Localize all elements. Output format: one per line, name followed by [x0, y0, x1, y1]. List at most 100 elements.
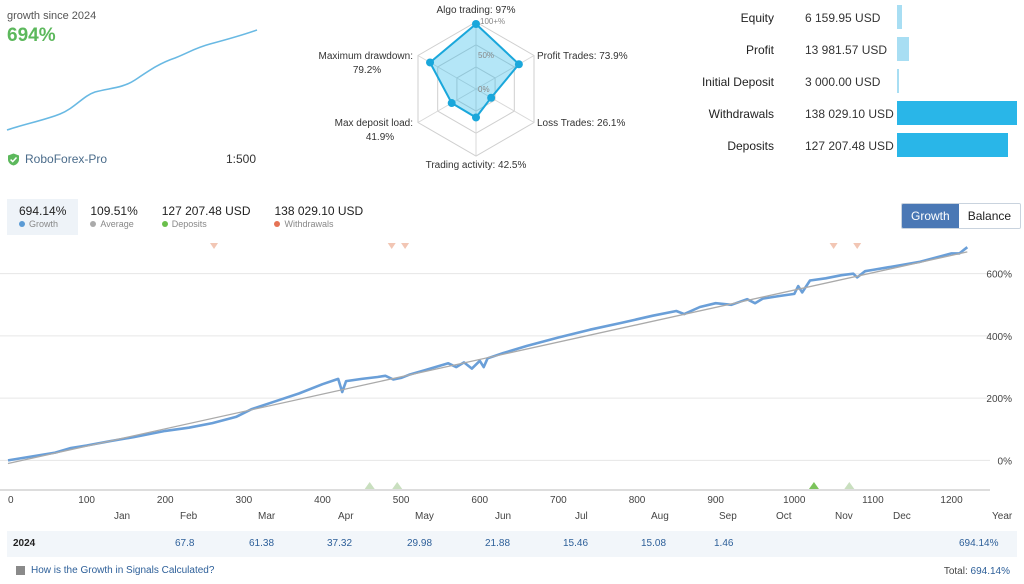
month-value[interactable]: 61.38 [249, 538, 275, 549]
radar-point-3 [472, 113, 480, 122]
broker-link[interactable]: RoboForex-Pro [7, 152, 107, 166]
legend-withdrawals[interactable]: 138 029.10 USD Withdrawals [262, 199, 375, 235]
x-tick-label: 900 [707, 495, 724, 506]
radar-label-algo: Algo trading: 97% [437, 5, 516, 16]
verified-check-icon [8, 153, 19, 165]
equity-bar [897, 5, 902, 29]
legend-withdrawals-label: Withdrawals [284, 219, 334, 229]
month-label: Jan [114, 511, 131, 522]
growth-tab[interactable]: Growth [902, 204, 959, 228]
month-value[interactable]: 29.98 [407, 538, 433, 549]
legend-deposits[interactable]: 127 207.48 USD Deposits [150, 199, 263, 235]
profit-label: Profit [745, 43, 774, 57]
growth-calc-link[interactable]: How is the Growth in Signals Calculated? [16, 565, 214, 576]
month-label: Mar [258, 511, 276, 522]
x-tick-label: 1100 [862, 495, 884, 506]
month-value[interactable]: 15.46 [563, 538, 589, 549]
x-tick-label: 500 [393, 495, 410, 506]
deposits-value: 127 207.48 USD [805, 139, 894, 153]
radar-point-5 [426, 58, 435, 67]
series-line-average [7, 251, 968, 465]
radar-label-drawdown: Maximum drawdown: [319, 51, 413, 62]
initial-deposit-label: Initial Deposit [701, 75, 774, 89]
withdrawal-marker-1 [387, 243, 396, 249]
legend-growth-label: Growth [29, 219, 59, 229]
radar-spoke-2 [475, 88, 535, 123]
x-tick-label: 1000 [783, 495, 806, 506]
legend-average-value: 109.51% [90, 204, 138, 218]
x-tick-label: 1200 [940, 495, 963, 506]
withdrawals-bar [897, 101, 1017, 125]
legend-withdrawals-value: 138 029.10 USD [274, 204, 364, 218]
growth-chart: 0% 200% 400% 600% 0 100 200 300 400 500 600 700 800 9… [0, 243, 1012, 506]
legend-average-dot [90, 221, 97, 227]
month-label: Year [992, 511, 1013, 522]
month-value[interactable]: 37.32 [327, 538, 353, 549]
legend-average[interactable]: 109.51% Average [78, 199, 149, 235]
month-value[interactable]: 694.14% [959, 538, 999, 549]
total-value: 694.14% [970, 566, 1010, 577]
legend-deposits-value: 127 207.48 USD [161, 204, 251, 218]
radar-value-drawdown: 79.2% [353, 65, 381, 76]
x-tick-label: 400 [314, 495, 331, 506]
radar-label-deposit-load: Max deposit load: [335, 118, 413, 129]
month-value[interactable]: 1.46 [714, 538, 734, 549]
account-summary: Equity 6 159.95 USD Profit 13 981.57 USD… [690, 0, 1024, 170]
profit-bar [897, 37, 909, 61]
account-row-deposits: Deposits 127 207.48 USD [690, 129, 1024, 161]
x-tick-label: 300 [236, 495, 253, 506]
withdrawals-label: Withdrawals [708, 107, 774, 121]
year-row-2024: 2024 67.8 61.38 37.32 29.98 21.88 15.46 15.08 1… [7, 531, 1017, 557]
y-tick-label: 400% [986, 332, 1012, 343]
month-label: Dec [893, 511, 911, 522]
legend-deposits-label: Deposits [171, 219, 207, 229]
month-label: Aug [651, 511, 669, 522]
deposit-marker-1 [392, 482, 403, 489]
mini-growth-chart [6, 29, 258, 131]
legend-deposits-dot [161, 221, 168, 227]
deposits-label: Deposits [727, 139, 774, 153]
radar-label-loss-trades: Loss Trades: 26.1% [537, 118, 625, 129]
radar-points [426, 20, 523, 122]
radar-point-1 [514, 60, 523, 69]
month-label: Nov [835, 511, 853, 522]
month-value[interactable]: 15.08 [641, 538, 667, 549]
month-value[interactable]: 67.8 [175, 538, 195, 549]
equity-value: 6 159.95 USD [805, 11, 881, 25]
x-tick-label: 200 [157, 495, 174, 506]
x-tick-label: 600 [471, 495, 488, 506]
radar-label-profit-trades: Profit Trades: 73.9% [537, 51, 628, 62]
x-tick-label: 700 [550, 495, 567, 506]
radar-ring-label-50: 50% [478, 51, 494, 60]
radar-spoke-1 [475, 55, 535, 90]
series-line-growth [7, 246, 969, 462]
account-row-initial-deposit: Initial Deposit 3 000.00 USD [690, 65, 1024, 97]
month-label: Jul [575, 511, 588, 522]
footer-total: Total: 694.14% [944, 566, 1010, 577]
withdrawal-marker-0 [210, 243, 219, 249]
radar-polygon [428, 22, 521, 119]
y-tick-label: 600% [986, 270, 1012, 281]
radar-spoke-4 [417, 88, 477, 123]
radar-ring-label-100: 100+% [480, 17, 505, 26]
withdrawal-marker-3 [829, 243, 838, 249]
withdrawal-marker-2 [401, 243, 410, 249]
x-tick-label: 0 [8, 495, 14, 506]
month-label: Jun [495, 511, 512, 522]
deposit-marker-3 [844, 482, 855, 489]
radar-ring-label-0: 0% [478, 85, 490, 94]
month-label: Sep [719, 511, 737, 522]
deposit-marker-2 [808, 482, 819, 489]
x-tick-label: 800 [629, 495, 646, 506]
balance-tab[interactable]: Balance [958, 204, 1021, 228]
y-tick-label: 200% [986, 394, 1012, 405]
month-label: Apr [338, 511, 354, 522]
leverage-value: 1:500 [226, 152, 257, 166]
radar-chart: 100+% 50% 0% Algo trading: 97% Profit Tr… [319, 5, 628, 171]
legend-growth[interactable]: 694.14% Growth [7, 199, 79, 235]
month-value[interactable]: 21.88 [485, 538, 511, 549]
radar-grid [417, 21, 535, 157]
month-label: Oct [776, 511, 792, 522]
profit-value: 13 981.57 USD [805, 43, 888, 57]
radar-point-2 [487, 93, 496, 102]
